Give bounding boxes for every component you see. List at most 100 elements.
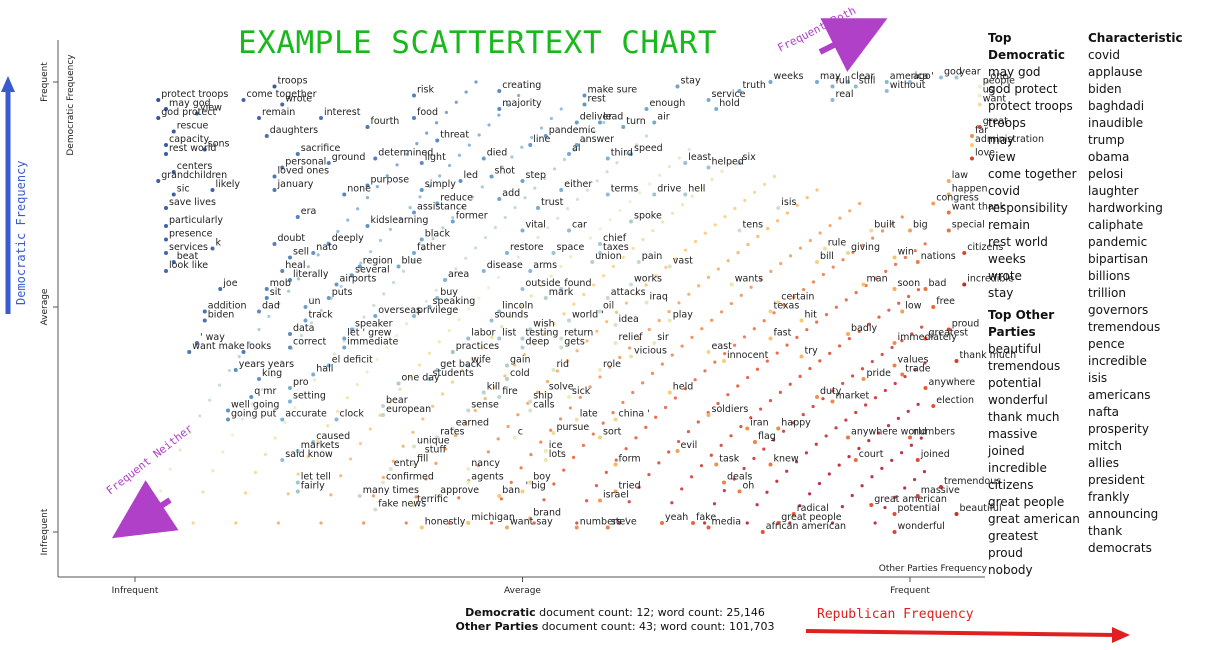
top-democratic-term[interactable]: responsibility [988, 201, 1068, 215]
background-point [476, 464, 481, 468]
characteristic-term[interactable]: president [1088, 473, 1145, 487]
characteristic-term[interactable]: announcing [1088, 507, 1159, 521]
term-label: arms [533, 260, 557, 271]
characteristic-term[interactable]: obama [1088, 150, 1130, 164]
top-other-parties-term[interactable]: massive [988, 427, 1038, 441]
characteristic-term[interactable]: democrats [1088, 541, 1152, 555]
characteristic-term[interactable]: trillion [1088, 286, 1126, 300]
top-democratic-term[interactable]: troops [988, 116, 1026, 130]
background-point [686, 429, 691, 434]
top-other-parties-term[interactable]: great people [988, 495, 1065, 509]
data-point [497, 107, 502, 111]
top-other-parties-term[interactable]: tremendous [988, 359, 1061, 373]
term-label: led [464, 170, 479, 181]
term-label: china ' [619, 409, 650, 420]
characteristic-term[interactable]: incredible [1088, 354, 1147, 368]
top-other-parties-term[interactable]: wonderful [988, 393, 1048, 407]
characteristic-term[interactable]: laughter [1088, 184, 1139, 198]
data-point [295, 480, 300, 485]
background-point [588, 236, 593, 240]
term-label: ago [913, 71, 931, 82]
top-other-parties-term[interactable]: proud [988, 546, 1023, 560]
background-point [477, 296, 481, 300]
data-point [288, 278, 292, 282]
characteristic-term[interactable]: billions [1088, 269, 1131, 283]
characteristic-term[interactable]: isis [1088, 371, 1108, 385]
characteristic-term[interactable]: nafta [1088, 405, 1120, 419]
top-other-parties-term[interactable]: nobody [988, 563, 1033, 577]
top-democratic-term[interactable]: stay [988, 286, 1014, 300]
top-other-parties-term[interactable]: citizens [988, 478, 1034, 492]
characteristic-term[interactable]: applause [1088, 65, 1143, 79]
characteristic-term[interactable]: hardworking [1088, 201, 1163, 215]
data-point [714, 107, 719, 111]
top-democratic-term[interactable]: may god [988, 65, 1041, 79]
background-point [749, 416, 753, 420]
background-point [654, 274, 658, 278]
background-point [831, 389, 835, 393]
data-point [574, 120, 579, 125]
characteristic-term[interactable]: biden [1088, 82, 1122, 96]
background-point [559, 264, 563, 269]
characteristic-term[interactable]: mitch [1088, 439, 1122, 453]
top-democratic-term[interactable]: protect troops [988, 99, 1073, 113]
characteristic-term[interactable]: thank [1088, 524, 1123, 538]
background-point [496, 437, 500, 441]
top-other-parties-term[interactable]: thank much [988, 410, 1060, 424]
data-point [272, 174, 277, 179]
term-label: stuff [425, 445, 447, 456]
background-point [693, 240, 698, 244]
term-label: nations [921, 251, 956, 262]
characteristic-term[interactable]: frankly [1088, 490, 1130, 504]
data-point [156, 179, 161, 183]
term-label: ' big [526, 481, 546, 492]
background-point [322, 365, 327, 369]
top-democratic-term[interactable]: rest world [988, 235, 1048, 249]
characteristic-term[interactable]: caliphate [1088, 218, 1144, 232]
top-other-parties-term[interactable]: greatest [988, 529, 1039, 543]
characteristic-term[interactable]: allies [1088, 456, 1119, 470]
data-point [977, 93, 982, 98]
characteristic-term[interactable]: governors [1088, 303, 1149, 317]
characteristic-term[interactable]: pence [1088, 337, 1125, 351]
characteristic-term[interactable]: covid [1088, 48, 1120, 62]
top-democratic-term[interactable]: god protect [988, 82, 1058, 96]
top-other-parties-term[interactable]: great american [988, 512, 1080, 526]
background-point [391, 459, 395, 463]
background-point [644, 283, 648, 287]
data-point [551, 368, 556, 372]
top-other-parties-term[interactable]: joined [988, 444, 1025, 458]
data-point [768, 309, 773, 314]
characteristic-term[interactable]: pandemic [1088, 235, 1148, 249]
characteristic-term[interactable]: tremendous [1088, 320, 1161, 334]
background-point [700, 327, 704, 331]
characteristic-term[interactable]: americans [1088, 388, 1151, 402]
background-point [532, 521, 536, 525]
term-label: earned [456, 418, 489, 429]
characteristic-term[interactable]: prosperity [1088, 422, 1149, 436]
characteristic-term[interactable]: baghdadi [1088, 99, 1145, 113]
data-point [900, 309, 905, 314]
top-democratic-term[interactable]: wrote [988, 269, 1022, 283]
background-point [854, 410, 858, 415]
data-point [737, 228, 742, 233]
top-other-parties-term[interactable]: beautiful [988, 342, 1042, 356]
top-other-parties-term[interactable]: potential [988, 376, 1042, 390]
democratic-stats-value: document count: 12; word count: 25,146 [535, 606, 765, 619]
top-democratic-term[interactable]: weeks [988, 252, 1026, 266]
background-point [503, 215, 507, 220]
top-other-parties-term[interactable]: incredible [988, 461, 1047, 475]
top-democratic-term[interactable]: covid [988, 184, 1020, 198]
top-democratic-term[interactable]: may [988, 133, 1015, 147]
characteristic-term[interactable]: bipartisan [1088, 252, 1149, 266]
data-point [489, 174, 494, 179]
frequent-both-annotation: Frequent Both [775, 4, 888, 72]
top-democratic-term[interactable]: remain [988, 218, 1031, 232]
characteristic-term[interactable]: inaudible [1088, 116, 1144, 130]
characteristic-term[interactable]: trump [1088, 133, 1125, 147]
characteristic-term[interactable]: pelosi [1088, 167, 1124, 181]
background-point [644, 425, 648, 429]
top-democratic-term[interactable]: view [988, 150, 1016, 164]
term-label: anywhere [929, 377, 976, 388]
top-democratic-term[interactable]: come together [988, 167, 1077, 181]
